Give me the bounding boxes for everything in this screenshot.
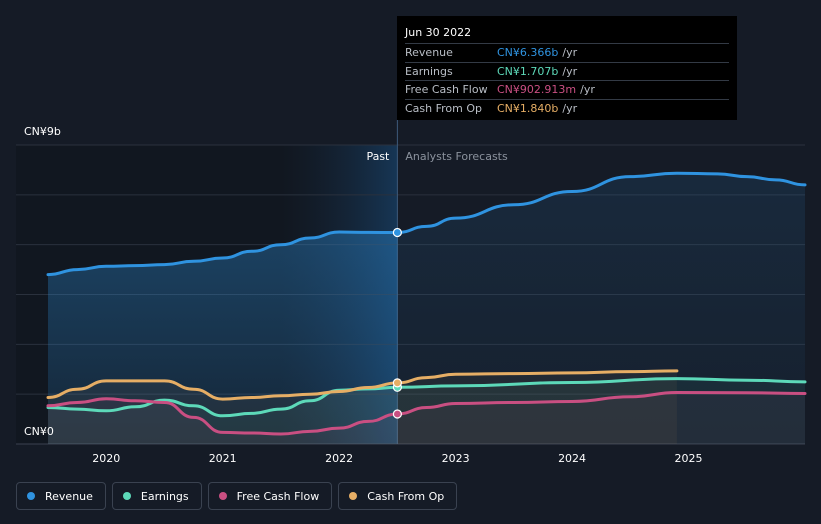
tooltip-label: Cash From Op: [405, 101, 483, 115]
revenue-area-forecast: [397, 173, 805, 444]
tooltip-row-cash-from-op: Cash From Op CN¥1.840b /yr: [405, 98, 729, 118]
legend-item-earnings[interactable]: Earnings: [111, 482, 202, 510]
cash-from-op-hover-point: [392, 378, 402, 388]
tooltip-row-free-cash-flow: Free Cash Flow CN¥902.913m /yr: [405, 80, 729, 99]
tooltip-value: CN¥1.707b: [497, 64, 559, 78]
tooltip-date: Jun 30 2022: [405, 26, 472, 39]
legend-item-revenue[interactable]: Revenue: [16, 482, 106, 510]
tooltip-unit: /yr: [562, 64, 578, 78]
past-label: Past: [366, 150, 390, 163]
x-tick-label: 2020: [92, 452, 120, 465]
tooltip-label: Earnings: [405, 64, 453, 78]
legend-label: Cash From Op: [367, 489, 445, 503]
revenue-hover-point: [392, 227, 402, 238]
chart-legend: Revenue Earnings Free Cash Flow Cash Fro…: [16, 482, 458, 510]
forecast-label: Analysts Forecasts: [405, 150, 508, 163]
free-cash-flow-hover-point: [392, 409, 402, 419]
cash-from-op-area: [48, 370, 677, 444]
tooltip-value: CN¥1.840b: [497, 101, 559, 115]
tooltip-label: Free Cash Flow: [405, 83, 488, 96]
revenue-dot-icon: [27, 492, 35, 500]
tooltip-row-revenue: Revenue CN¥6.366b /yr: [405, 43, 729, 62]
legend-item-cash-from-op[interactable]: Cash From Op: [338, 482, 458, 510]
x-tick-label: 2024: [558, 452, 586, 465]
legend-item-free-cash-flow[interactable]: Free Cash Flow: [207, 482, 333, 510]
x-tick-label: 2023: [442, 452, 470, 465]
cash-from-op-line: [46, 369, 679, 401]
tooltip-value: CN¥902.913m: [497, 83, 577, 96]
x-tick-label: 2025: [675, 452, 703, 465]
tooltip-unit: /yr: [580, 83, 595, 96]
revenue-line: [46, 171, 807, 277]
earnings-line: [46, 377, 807, 418]
revenue-area-past: [48, 232, 398, 444]
tooltip-label: Revenue: [405, 46, 453, 59]
legend-label: Revenue: [45, 489, 93, 503]
x-tick-label: 2022: [325, 452, 353, 465]
tooltip-row-earnings: Earnings CN¥1.707b /yr: [405, 61, 729, 81]
earnings-area: [48, 378, 805, 444]
earnings-dot-icon: [122, 492, 131, 500]
cash-from-op-dot-icon: [349, 492, 358, 500]
free-cash-flow-line: [46, 391, 807, 436]
tooltip-unit: /yr: [562, 46, 578, 59]
tooltip-value: CN¥6.366b: [497, 46, 559, 59]
hover-tooltip: Jun 30 2022 Revenue CN¥6.366b /yr Earnin…: [397, 16, 737, 120]
legend-label: Free Cash Flow: [236, 489, 320, 503]
free-cash-flow-area: [48, 392, 805, 444]
tooltip-unit: /yr: [562, 101, 578, 115]
x-tick-label: 2021: [209, 452, 237, 465]
free-cash-flow-dot-icon: [218, 492, 227, 500]
y-tick-label: CN¥0: [24, 425, 54, 438]
legend-label: Earnings: [140, 489, 189, 503]
y-tick-label: CN¥9b: [24, 125, 61, 138]
